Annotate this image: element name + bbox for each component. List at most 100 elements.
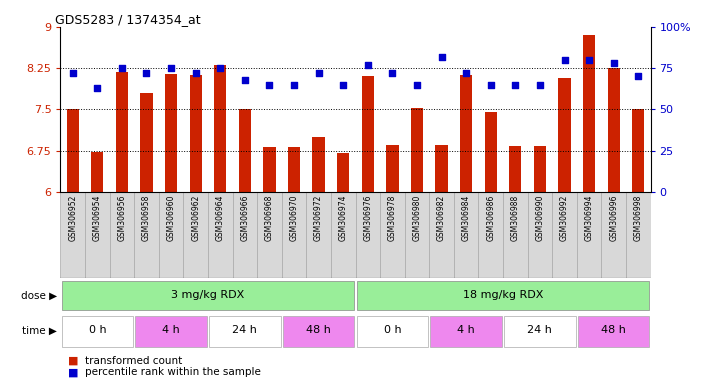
- Point: [116, 65, 127, 71]
- Text: GSM306956: GSM306956: [117, 195, 127, 241]
- Bar: [232, 192, 257, 278]
- Bar: [602, 192, 626, 278]
- Text: GSM306958: GSM306958: [142, 195, 151, 241]
- Bar: [67, 109, 79, 192]
- Bar: [411, 108, 423, 192]
- Bar: [91, 152, 104, 192]
- Bar: [356, 192, 380, 278]
- Bar: [282, 192, 306, 278]
- Text: dose ▶: dose ▶: [21, 291, 57, 301]
- Point: [289, 82, 300, 88]
- Point: [239, 77, 250, 83]
- Text: GSM306970: GSM306970: [289, 195, 299, 241]
- Bar: [534, 146, 546, 192]
- Point: [411, 82, 422, 88]
- Bar: [357, 281, 649, 310]
- Point: [215, 65, 226, 71]
- Text: 4 h: 4 h: [457, 326, 475, 336]
- Bar: [435, 145, 448, 192]
- Text: GSM306986: GSM306986: [486, 195, 496, 241]
- Bar: [208, 192, 232, 278]
- Bar: [60, 192, 85, 278]
- Bar: [165, 74, 177, 192]
- Bar: [558, 78, 571, 192]
- Bar: [380, 192, 405, 278]
- Text: GSM306976: GSM306976: [363, 195, 373, 241]
- Text: ■: ■: [68, 356, 82, 366]
- Text: GSM306994: GSM306994: [584, 195, 594, 241]
- Bar: [509, 146, 521, 192]
- Point: [461, 70, 472, 76]
- Bar: [209, 316, 281, 346]
- Text: GSM306998: GSM306998: [634, 195, 643, 241]
- Bar: [134, 192, 159, 278]
- Bar: [528, 192, 552, 278]
- Bar: [430, 316, 502, 346]
- Bar: [85, 192, 109, 278]
- Text: GSM306978: GSM306978: [388, 195, 397, 241]
- Text: GSM306992: GSM306992: [560, 195, 569, 241]
- Bar: [135, 316, 207, 346]
- Bar: [283, 316, 354, 346]
- Bar: [485, 112, 497, 192]
- Bar: [460, 75, 472, 192]
- Text: GSM306972: GSM306972: [314, 195, 323, 241]
- Text: ■: ■: [68, 367, 82, 377]
- Bar: [552, 192, 577, 278]
- Bar: [357, 316, 428, 346]
- Text: 48 h: 48 h: [306, 326, 331, 336]
- Point: [190, 70, 201, 76]
- Point: [633, 73, 644, 79]
- Point: [338, 82, 349, 88]
- Point: [166, 65, 177, 71]
- Bar: [183, 192, 208, 278]
- Point: [141, 70, 152, 76]
- Bar: [405, 192, 429, 278]
- Text: 48 h: 48 h: [602, 326, 626, 336]
- Text: 24 h: 24 h: [528, 326, 552, 336]
- Bar: [583, 35, 595, 192]
- Bar: [312, 137, 325, 192]
- Bar: [159, 192, 183, 278]
- Text: GSM306974: GSM306974: [338, 195, 348, 241]
- Text: GSM306990: GSM306990: [535, 195, 545, 241]
- Bar: [626, 192, 651, 278]
- Text: GSM306960: GSM306960: [166, 195, 176, 241]
- Bar: [239, 109, 251, 192]
- Point: [92, 85, 103, 91]
- Point: [362, 62, 373, 68]
- Bar: [331, 192, 356, 278]
- Bar: [116, 72, 128, 192]
- Text: transformed count: transformed count: [85, 356, 183, 366]
- Bar: [607, 68, 620, 192]
- Bar: [503, 192, 528, 278]
- Text: GSM306984: GSM306984: [461, 195, 471, 241]
- Point: [510, 82, 521, 88]
- Text: 0 h: 0 h: [88, 326, 106, 336]
- Text: 4 h: 4 h: [162, 326, 180, 336]
- Bar: [362, 76, 374, 192]
- Text: 24 h: 24 h: [232, 326, 257, 336]
- Bar: [429, 192, 454, 278]
- Bar: [386, 145, 399, 192]
- Bar: [263, 147, 276, 192]
- Bar: [257, 192, 282, 278]
- Bar: [214, 65, 226, 192]
- Point: [608, 60, 619, 66]
- Point: [264, 82, 275, 88]
- Bar: [504, 316, 576, 346]
- Text: GSM306980: GSM306980: [412, 195, 422, 241]
- Text: GSM306952: GSM306952: [68, 195, 77, 241]
- Point: [485, 82, 496, 88]
- Text: GSM306968: GSM306968: [265, 195, 274, 241]
- Bar: [454, 192, 479, 278]
- Text: 3 mg/kg RDX: 3 mg/kg RDX: [171, 290, 245, 300]
- Bar: [578, 316, 649, 346]
- Text: 0 h: 0 h: [383, 326, 401, 336]
- Bar: [140, 93, 153, 192]
- Text: time ▶: time ▶: [22, 326, 57, 336]
- Point: [387, 70, 398, 76]
- Point: [534, 82, 545, 88]
- Bar: [62, 316, 133, 346]
- Bar: [288, 147, 300, 192]
